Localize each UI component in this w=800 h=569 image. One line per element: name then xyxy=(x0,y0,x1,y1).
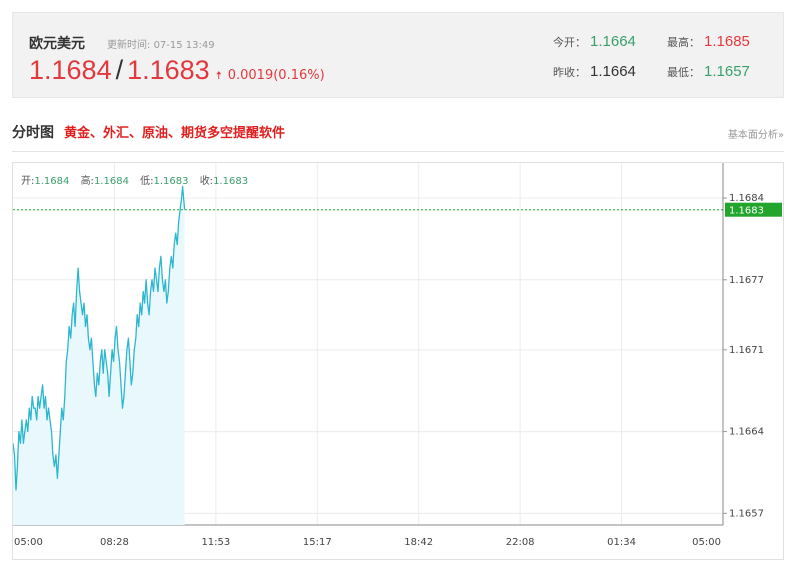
section-header: 分时图 黄金、外汇、原油、期货多空提醒软件 基本面分析» xyxy=(12,118,784,152)
alert-software-link[interactable]: 黄金、外汇、原油、期货多空提醒软件 xyxy=(64,126,286,141)
y-tick-label: 1.1677 xyxy=(729,275,764,286)
x-tick-label: 22:08 xyxy=(506,537,535,548)
stat-open-label: 今开： xyxy=(553,36,586,49)
current-price-tag xyxy=(725,202,782,217)
x-tick-label: 05:00 xyxy=(692,537,721,548)
ohlc-low-label: 低: xyxy=(140,176,154,187)
y-tick-label: 1.1684 xyxy=(729,193,764,204)
quote-header: 欧元美元 更新时间: 07-15 13:49 1.1684 / 1.1683 🠅… xyxy=(12,12,784,98)
update-time-value: 07-15 13:49 xyxy=(153,40,215,51)
ohlc-open-label: 开: xyxy=(21,176,35,187)
ask-price: 1.1683 xyxy=(127,55,210,85)
ohlc-low-value: 1.1683 xyxy=(153,176,189,187)
ohlc-high-value: 1.1684 xyxy=(93,176,129,187)
y-tick-label: 1.1664 xyxy=(729,427,764,438)
price-area xyxy=(13,186,185,525)
stat-low-label: 最低： xyxy=(667,66,700,79)
x-tick-label: 18:42 xyxy=(404,537,433,548)
stat-low-value: 1.1657 xyxy=(704,63,750,80)
stat-prev-close-label: 昨收： xyxy=(553,66,586,79)
intraday-chart[interactable]: 05:00 08:28 11:53 15:17 18:42 22:08 01:34 05:00… xyxy=(12,162,784,560)
stat-open: 今开： 1.1664 xyxy=(553,33,636,50)
stat-low: 最低： 1.1657 xyxy=(667,63,750,80)
x-tick-label: 01:34 xyxy=(607,537,636,548)
price-separator: / xyxy=(115,55,124,85)
fundamental-analysis-link[interactable]: 基本面分析» xyxy=(727,130,784,141)
pair-name: 欧元美元 xyxy=(29,36,85,52)
x-tick-label: 05:00 xyxy=(14,537,43,548)
ohlc-close-value: 1.1683 xyxy=(213,176,249,187)
price-change: 0.0019(0.16%) xyxy=(227,68,325,83)
chart-canvas: 05:00 08:28 11:53 15:17 18:42 22:08 01:34 05:00… xyxy=(13,163,782,548)
x-tick-label: 11:53 xyxy=(201,537,230,548)
stat-high-label: 最高： xyxy=(667,36,700,49)
x-tick-label: 15:17 xyxy=(303,537,332,548)
ohlc-close-label: 收: xyxy=(199,176,214,187)
update-time: 更新时间: 07-15 13:49 xyxy=(107,36,215,51)
bid-price: 1.1684 xyxy=(29,55,112,85)
stat-high-value: 1.1685 xyxy=(704,33,750,50)
current-price-label: 1.1683 xyxy=(729,206,764,217)
x-tick-label: 08:28 xyxy=(100,537,129,548)
stat-open-value: 1.1664 xyxy=(590,33,636,50)
section-title: 分时图 xyxy=(12,125,54,141)
ohlc-readout: 开:1.1684 高:1.1684 低:1.1683 收:1.1683 xyxy=(21,172,256,187)
ohlc-open-value: 1.1684 xyxy=(34,176,70,187)
price-row: 1.1684 / 1.1683 🠅 0.0019(0.16%) xyxy=(29,55,325,89)
y-tick-label: 1.1657 xyxy=(729,508,764,519)
ohlc-high-label: 高: xyxy=(80,176,94,187)
price-line xyxy=(13,185,186,491)
update-time-label: 更新时间: xyxy=(107,40,151,51)
stat-prev-close: 昨收： 1.1664 xyxy=(553,63,636,80)
up-arrow-icon: 🠅 xyxy=(215,69,222,82)
stat-prev-close-value: 1.1664 xyxy=(590,63,636,80)
stat-high: 最高： 1.1685 xyxy=(667,33,750,50)
y-tick-label: 1.1671 xyxy=(729,345,764,356)
